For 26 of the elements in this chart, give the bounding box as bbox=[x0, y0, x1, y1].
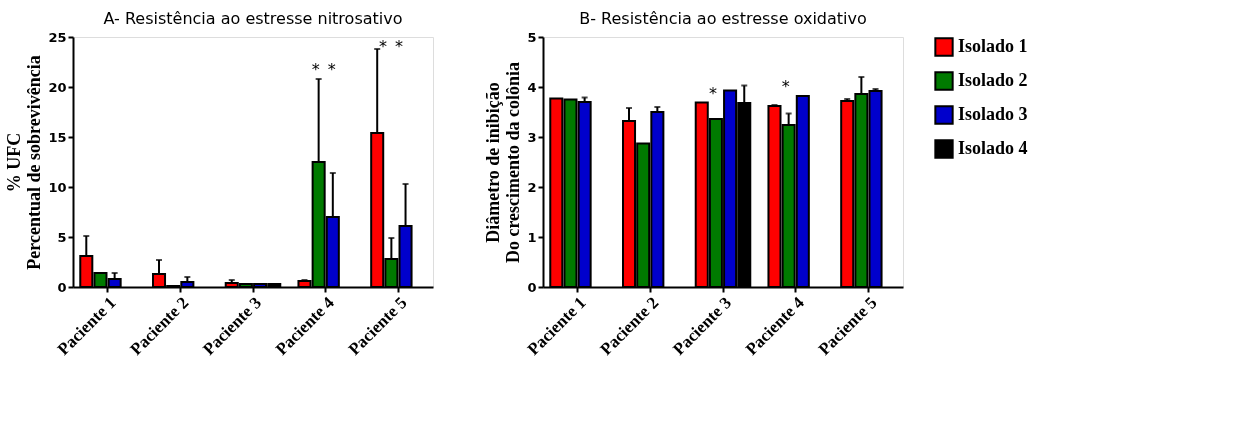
y-tick-label: 3 bbox=[527, 129, 537, 145]
y-tick-label: 1 bbox=[527, 229, 537, 245]
y-tick-label: 4 bbox=[527, 79, 537, 95]
y-tick-label: 2 bbox=[527, 179, 537, 195]
chart-title: A- Resistência ao estresse nitrosativo bbox=[103, 9, 403, 28]
annotation: * bbox=[781, 77, 790, 96]
y-axis-title: Diâmetro de inibição Do crescimento da colônia bbox=[483, 61, 524, 264]
annotation: * bbox=[709, 83, 717, 103]
y-tick-label: 5 bbox=[527, 29, 537, 45]
annotation: * bbox=[327, 60, 336, 79]
annotation: * bbox=[395, 37, 403, 56]
y-tick-label: 25 bbox=[48, 29, 67, 45]
annotation: * bbox=[311, 60, 320, 79]
chart-title: B- Resistência ao estresse oxidativo bbox=[579, 9, 867, 28]
y-tick-label: 10 bbox=[48, 179, 67, 195]
y-tick-label: 20 bbox=[48, 79, 67, 95]
y-tick-label: 0 bbox=[527, 279, 537, 295]
y-tick-label: 0 bbox=[57, 279, 67, 295]
legend-label: Isolado 3 bbox=[958, 104, 1028, 124]
y-axis-title: % UFC Percentual de sobrevivência bbox=[4, 55, 45, 270]
y-tick-label: 15 bbox=[48, 129, 67, 145]
legend-label: Isolado 2 bbox=[958, 70, 1028, 90]
annotation: * bbox=[379, 37, 387, 56]
legend-label: Isolado 4 bbox=[958, 138, 1028, 158]
y-tick-label: 5 bbox=[57, 229, 67, 245]
legend-label: Isolado 1 bbox=[958, 36, 1028, 56]
